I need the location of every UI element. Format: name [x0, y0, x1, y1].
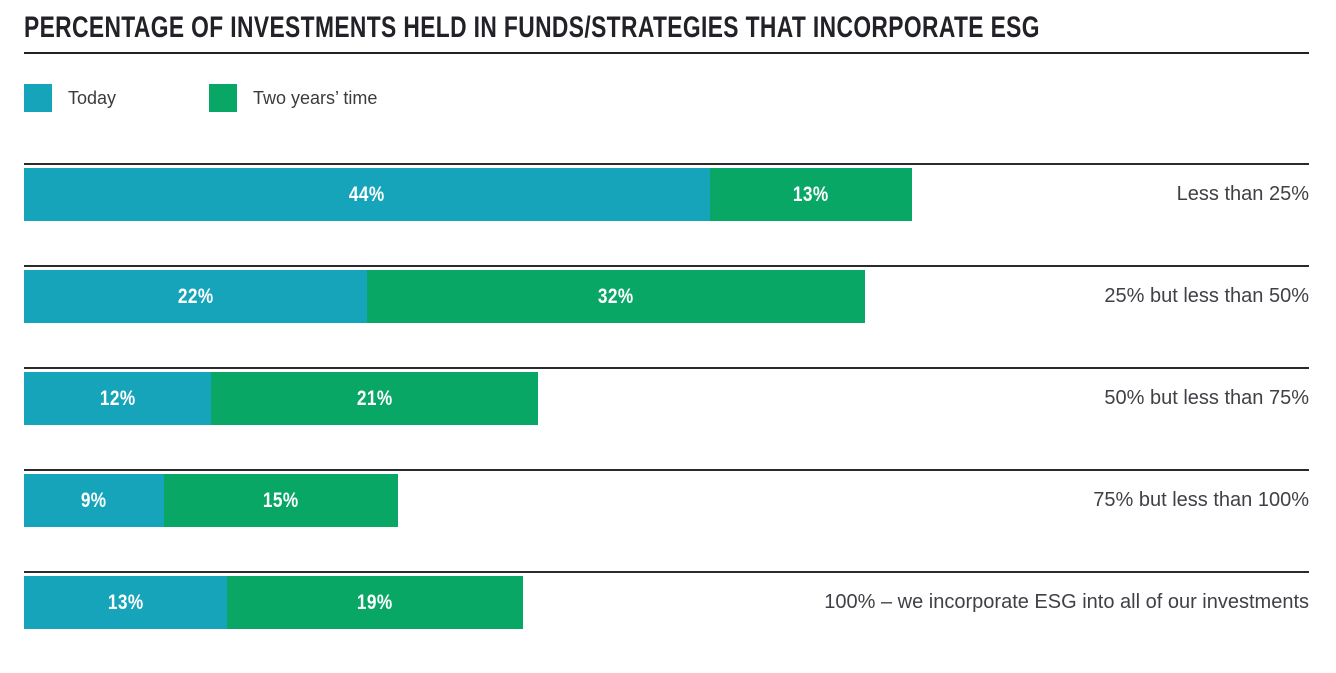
page-title-text: PERCENTAGE OF INVESTMENTS HELD IN FUNDS/… — [24, 11, 1040, 44]
legend-item-today: Today — [24, 84, 209, 112]
bar-segment-two-years: 15% — [164, 474, 398, 527]
bar-segment-today: 9% — [24, 474, 165, 527]
bar-value-label-today: 9% — [81, 488, 107, 512]
title-rule — [24, 52, 1309, 54]
bar-segment-two-years: 21% — [210, 372, 539, 425]
bar-segment-two-years: 32% — [366, 270, 866, 323]
legend: Today Two years’ time — [24, 84, 1309, 112]
bar-value-label-two-years: 21% — [356, 386, 393, 410]
bar-value-label-two-years: 15% — [263, 488, 299, 512]
legend-label-two-years: Two years’ time — [253, 87, 378, 108]
bar-value-label-today: 13% — [107, 590, 144, 614]
legend-item-two-years: Two years’ time — [209, 84, 394, 112]
bar-value-label-today: 22% — [177, 284, 214, 308]
chart-row: 22% 32% 25% but less than 50% — [24, 265, 1309, 367]
bar-segment-today: 13% — [24, 576, 227, 629]
chart-row: 13% 19% 100% – we incorporate ESG into a… — [24, 571, 1309, 673]
legend-swatch-two-years — [209, 84, 237, 112]
chart-rows: 44% 13% Less than 25% 22% 32% 25% but le… — [24, 163, 1309, 673]
bar-stack: 44% 13% — [24, 168, 1309, 221]
bar-value-label-today: 44% — [348, 182, 385, 206]
chart-panel: PERCENTAGE OF INVESTMENTS HELD IN FUNDS/… — [24, 0, 1309, 673]
category-label: Less than 25% — [1176, 183, 1309, 205]
bar-value-label-two-years: 13% — [792, 182, 829, 206]
bar-stack: 22% 32% — [24, 270, 1309, 323]
category-label: 25% but less than 50% — [1104, 285, 1309, 307]
bar-segment-two-years: 19% — [226, 576, 523, 629]
bar-stack: 13% 19% — [24, 576, 1309, 629]
category-label: 50% but less than 75% — [1104, 387, 1309, 409]
bar-value-label-two-years: 19% — [356, 590, 393, 614]
legend-swatch-today — [24, 84, 52, 112]
chart-row: 9% 15% 75% but less than 100% — [24, 469, 1309, 571]
chart-row: 44% 13% Less than 25% — [24, 163, 1309, 265]
bar-segment-two-years: 13% — [709, 168, 913, 221]
chart-row: 12% 21% 50% but less than 75% — [24, 367, 1309, 469]
bar-segment-today: 22% — [24, 270, 367, 323]
bar-stack: 9% 15% — [24, 474, 1309, 527]
bar-stack: 12% 21% — [24, 372, 1309, 425]
legend-label-today: Today — [68, 87, 117, 108]
page-title: PERCENTAGE OF INVESTMENTS HELD IN FUNDS/… — [24, 0, 1309, 43]
bar-value-label-two-years: 32% — [598, 284, 634, 308]
bar-value-label-today: 12% — [99, 386, 136, 410]
bar-segment-today: 12% — [24, 372, 211, 425]
category-label: 100% – we incorporate ESG into all of ou… — [824, 591, 1309, 613]
bar-segment-today: 44% — [24, 168, 710, 221]
category-label: 75% but less than 100% — [1093, 489, 1309, 511]
